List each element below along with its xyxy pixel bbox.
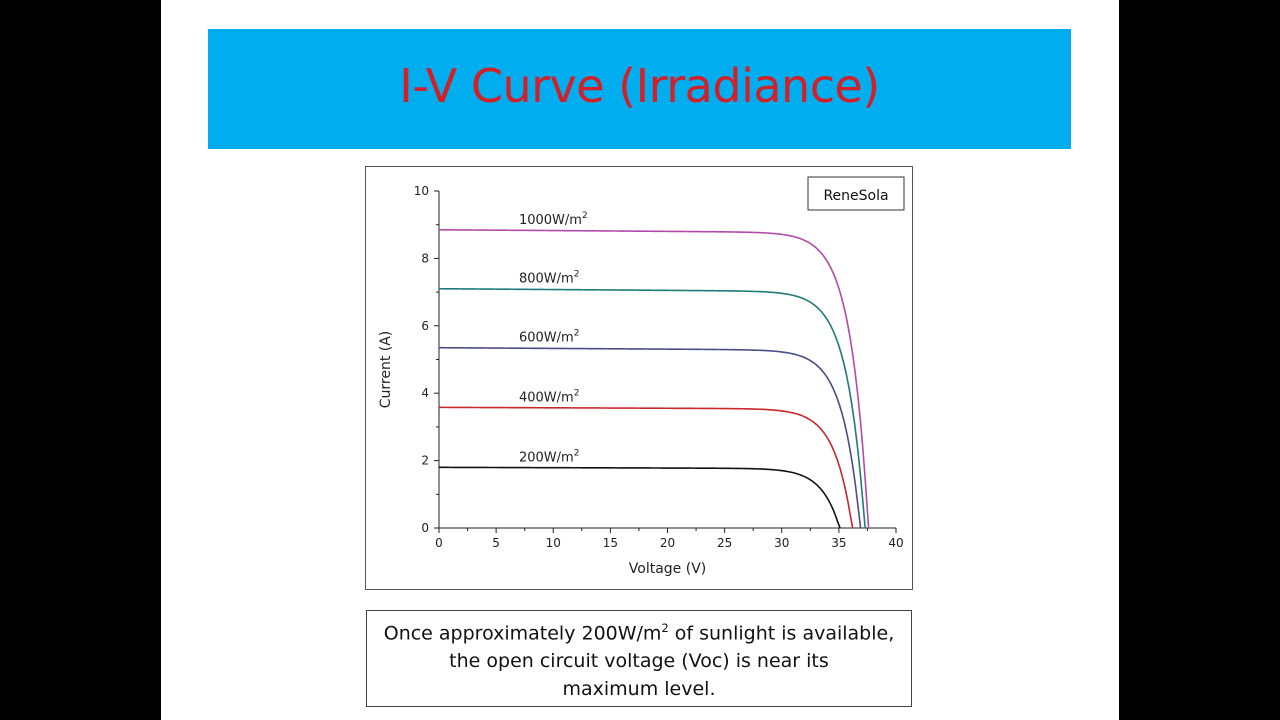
x-tick-label: 10 xyxy=(546,536,561,550)
series-label: 600W/m2 xyxy=(519,329,579,346)
iv-chart: 0 5 10 15 20 25 30 35 40 0 2 4 6 8 10 Voltage (V) Curren… xyxy=(365,166,913,590)
x-tick-label: 15 xyxy=(603,536,618,550)
series-label: 800W/m2 xyxy=(519,270,579,287)
series-line-4 xyxy=(438,406,854,529)
x-tick-label: 25 xyxy=(717,536,732,550)
source-label: ReneSola xyxy=(823,188,888,204)
caption-line-3: maximum level. xyxy=(562,678,716,701)
series-line-2 xyxy=(438,287,866,529)
y-tick-label: 2 xyxy=(421,454,429,468)
x-tick-label: 35 xyxy=(831,536,846,550)
caption-box: Once approximately 200W/m2 of sunlight i… xyxy=(366,610,912,707)
y-tick-label: 0 xyxy=(421,521,429,535)
series-line-1 xyxy=(438,228,870,529)
x-tick-label: 20 xyxy=(660,536,675,550)
caption-line-1: Once approximately 200W/m2 of sunlight i… xyxy=(384,614,895,647)
y-tick-label: 8 xyxy=(421,251,429,265)
series-line-5 xyxy=(438,466,841,529)
x-tick-label: 5 xyxy=(492,536,500,550)
y-axis-label: Current (A) xyxy=(378,331,394,409)
series-line-3 xyxy=(438,346,862,529)
slide: I-V Curve (Irradiance) 0 5 10 15 20 25 30 35 40 0… xyxy=(161,0,1119,720)
x-tick-label: 40 xyxy=(888,536,903,550)
caption-part1: Once approximately 200W/m xyxy=(383,622,662,645)
iv-chart-svg: 0 5 10 15 20 25 30 35 40 0 2 4 6 8 10 Voltage (V) Curren… xyxy=(378,176,905,577)
x-tick-label: 30 xyxy=(774,536,789,550)
x-axis-label: Voltage (V) xyxy=(629,561,706,577)
source-label-box: ReneSola xyxy=(807,176,905,211)
title-band: I-V Curve (Irradiance) xyxy=(208,29,1071,149)
series-label: 400W/m2 xyxy=(519,388,579,405)
caption-sup: 2 xyxy=(661,620,669,635)
caption-line-2: the open circuit voltage (Voc) is near i… xyxy=(449,650,829,673)
y-tick-label: 6 xyxy=(421,319,429,333)
x-tick-label: 0 xyxy=(435,536,443,550)
caption-part2: of sunlight is available, xyxy=(668,622,895,645)
y-tick-label: 4 xyxy=(421,386,429,400)
slide-title: I-V Curve (Irradiance) xyxy=(399,59,880,113)
series-label: 1000W/m2 xyxy=(519,211,588,228)
y-tick-label: 10 xyxy=(414,184,429,198)
series-label: 200W/m2 xyxy=(519,448,579,465)
